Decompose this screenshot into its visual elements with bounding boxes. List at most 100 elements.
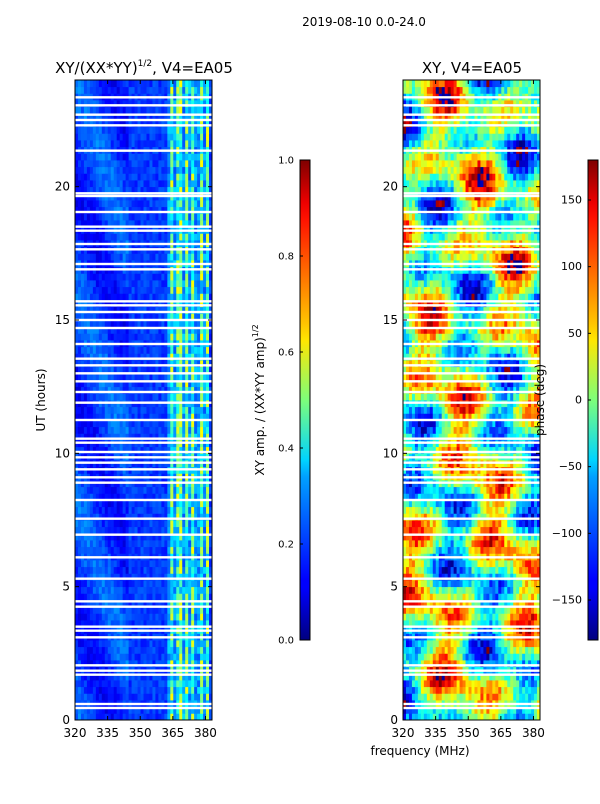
heatmap-cell	[152, 393, 155, 400]
heatmap-cell	[135, 653, 138, 660]
heatmap-cell	[158, 80, 161, 87]
heatmap-cell	[460, 713, 463, 720]
heatmap-cell	[161, 593, 164, 600]
heatmap-cell	[90, 173, 93, 180]
heatmap-cell	[185, 333, 188, 340]
heatmap-cell	[173, 407, 176, 414]
heatmap-cell	[445, 680, 448, 687]
heatmap-cell	[84, 280, 87, 287]
heatmap-cell	[513, 687, 516, 694]
heatmap-cell	[167, 547, 170, 554]
heatmap-cell	[191, 107, 194, 114]
heatmap-cell	[78, 140, 81, 147]
heatmap-cell	[519, 693, 522, 700]
heatmap-cell	[161, 653, 164, 660]
heatmap-cell	[191, 680, 194, 687]
heatmap-cell	[123, 580, 126, 587]
heatmap-cell	[105, 87, 108, 94]
heatmap-cell	[102, 347, 105, 354]
heatmap-cell	[155, 407, 158, 414]
heatmap-cell	[200, 160, 203, 167]
heatmap-cell	[185, 587, 188, 594]
heatmap-cell	[75, 133, 78, 140]
heatmap-cell	[203, 487, 206, 494]
heatmap-cell	[149, 173, 152, 180]
heatmap-cell	[194, 180, 197, 187]
heatmap-cell	[483, 713, 486, 720]
heatmap-cell	[81, 593, 84, 600]
heatmap-cell	[191, 547, 194, 554]
heatmap-cell	[87, 107, 90, 114]
heatmap-cell	[132, 393, 135, 400]
heatmap-cell	[117, 560, 120, 567]
heatmap-cell	[164, 507, 167, 514]
heatmap-cell	[191, 347, 194, 354]
heatmap-cell	[102, 127, 105, 134]
heatmap-cell	[149, 487, 152, 494]
heatmap-cell	[418, 653, 421, 660]
heatmap-cell	[200, 587, 203, 594]
heatmap-cell	[135, 427, 138, 434]
heatmap-cell	[78, 273, 81, 280]
heatmap-cell	[96, 680, 99, 687]
heatmap-cell	[129, 273, 132, 280]
heatmap-cell	[84, 200, 87, 207]
heatmap-cell	[84, 333, 87, 340]
heatmap-cell	[146, 593, 149, 600]
heatmap-cell	[203, 640, 206, 647]
heatmap-cell	[93, 587, 96, 594]
heatmap-cell	[170, 567, 173, 574]
heatmap-cell	[135, 613, 138, 620]
heatmap-cell	[480, 693, 483, 700]
heatmap-cell	[460, 653, 463, 660]
heatmap-cell	[96, 347, 99, 354]
heatmap-cell	[197, 127, 200, 134]
heatmap-cell	[188, 540, 191, 547]
heatmap-cell	[170, 680, 173, 687]
flagged-row	[75, 664, 212, 666]
heatmap-cell	[179, 647, 182, 654]
heatmap-cell	[93, 273, 96, 280]
heatmap-cell	[78, 407, 81, 414]
heatmap-cell	[93, 107, 96, 114]
heatmap-cell	[182, 427, 185, 434]
heatmap-cell	[507, 680, 510, 687]
heatmap-cell	[152, 107, 155, 114]
heatmap-cell	[105, 200, 108, 207]
heatmap-cell	[176, 487, 179, 494]
heatmap-cell	[155, 427, 158, 434]
heatmap-cell	[123, 527, 126, 534]
heatmap-cell	[146, 200, 149, 207]
heatmap-cell	[167, 287, 170, 294]
heatmap-cell	[93, 133, 96, 140]
heatmap-cell	[182, 713, 185, 720]
heatmap-cell	[158, 280, 161, 287]
heatmap-cell	[197, 280, 200, 287]
heatmap-cell	[495, 653, 498, 660]
heatmap-cell	[152, 280, 155, 287]
heatmap-cell	[84, 487, 87, 494]
heatmap-cell	[93, 560, 96, 567]
heatmap-cell	[194, 593, 197, 600]
heatmap-cell	[433, 687, 436, 694]
heatmap-cell	[152, 167, 155, 174]
heatmap-cell	[105, 580, 108, 587]
heatmap-cell	[114, 613, 117, 620]
flagged-row	[75, 327, 212, 329]
heatmap-cell	[424, 680, 427, 687]
heatmap-cell	[412, 647, 415, 654]
heatmap-cell	[108, 133, 111, 140]
heatmap-cell	[164, 653, 167, 660]
heatmap-cell	[135, 167, 138, 174]
heatmap-cell	[123, 160, 126, 167]
heatmap-cell	[427, 693, 430, 700]
heatmap-cell	[84, 653, 87, 660]
heatmap-cell	[144, 487, 147, 494]
heatmap-cell	[170, 133, 173, 140]
heatmap-cell	[84, 547, 87, 554]
heatmap-cell	[132, 540, 135, 547]
heatmap-cell	[477, 693, 480, 700]
heatmap-cell	[185, 173, 188, 180]
heatmap-cell	[111, 393, 114, 400]
heatmap-cell	[111, 173, 114, 180]
